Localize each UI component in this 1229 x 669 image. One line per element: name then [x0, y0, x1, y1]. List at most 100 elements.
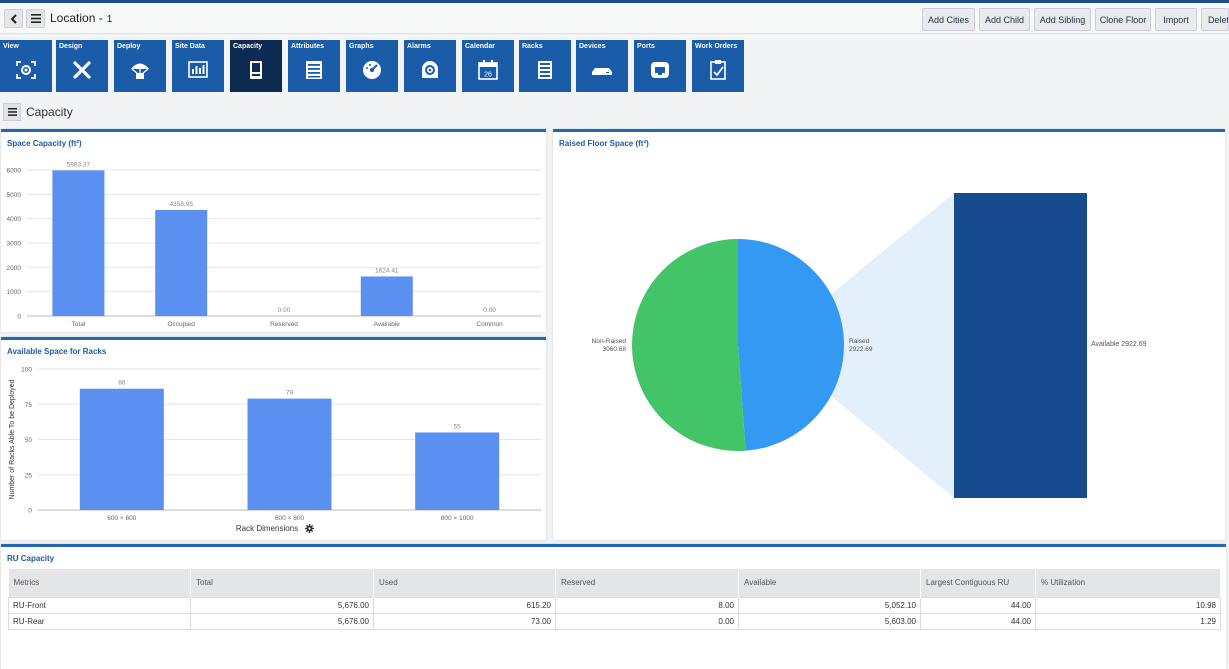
y-tick-label: 3000	[7, 241, 22, 248]
bar	[155, 209, 208, 316]
module-devices[interactable]: Devices	[576, 40, 628, 92]
module-racks[interactable]: Racks	[519, 40, 571, 92]
clone-floor-button[interactable]: Clone Floor	[1095, 8, 1151, 31]
menu-button[interactable]	[26, 9, 45, 28]
device-icon	[592, 68, 612, 75]
eye-icon	[16, 61, 36, 79]
module-view[interactable]: View	[0, 40, 52, 92]
chevron-left-icon	[10, 13, 17, 24]
module-label: Site Data	[175, 43, 205, 50]
bar-value-label: 79	[286, 390, 294, 397]
y-tick-label: 75	[25, 402, 33, 409]
module-label: Deploy	[117, 43, 141, 50]
back-button[interactable]	[4, 9, 23, 28]
calendar-day: 26	[484, 72, 492, 79]
bar	[360, 276, 413, 316]
table-cell: 73.00	[373, 612, 556, 630]
add-cities-button[interactable]: Add Cities	[922, 8, 975, 31]
module-label: Design	[59, 43, 83, 50]
x-tick-label: 600 × 800	[275, 515, 304, 522]
y-axis-label: Number of Racks Able To be Deployed	[9, 379, 16, 499]
module-calendar[interactable]: Calendar 26	[462, 40, 514, 92]
ru-capacity-panel: RU Capacity Metrics Total Used Reserved …	[1, 544, 1226, 669]
available-racks-panel: Available Space for Racks 0 25 50 75 100 86 60…	[1, 337, 546, 540]
y-tick-label: 2000	[7, 265, 22, 272]
table-cell: 5,676.00	[190, 596, 374, 614]
calendar-icon: 26	[478, 60, 498, 80]
y-tick-label: 1000	[7, 289, 22, 296]
bar	[52, 170, 105, 316]
section-menu-button[interactable]	[3, 103, 21, 121]
module-site-data[interactable]: Site Data	[172, 40, 224, 92]
add-child-button[interactable]: Add Child	[979, 8, 1030, 31]
module-capacity[interactable]: Capacity	[230, 40, 282, 92]
location-label: Location -	[50, 11, 103, 25]
module-deploy[interactable]: Deploy	[114, 40, 166, 92]
x-tick-label: Total	[72, 321, 86, 328]
module-label: Ports	[637, 43, 655, 50]
column-header[interactable]: % Utilization	[1035, 569, 1221, 597]
y-tick-label: 100	[21, 367, 32, 374]
bar	[247, 398, 332, 510]
parachute-icon	[131, 63, 149, 79]
table-cell: 1.29	[1035, 612, 1221, 630]
module-graphs[interactable]: Graphs	[346, 40, 398, 92]
table-cell: 615.20	[373, 596, 556, 614]
module-label: View	[3, 43, 19, 50]
panel-title: Available Space for Racks	[7, 347, 107, 356]
hamburger-icon	[7, 108, 17, 116]
slice-value-label: 2922.69	[849, 346, 873, 353]
table-cell: 5,676.00	[190, 612, 374, 630]
module-label: Racks	[522, 43, 543, 50]
port-icon	[651, 62, 669, 78]
y-tick-label: 6000	[7, 168, 22, 175]
table-cell: 44.00	[920, 596, 1036, 614]
module-attributes[interactable]: Attributes	[288, 40, 340, 92]
x-tick-label: Occupied	[167, 321, 195, 328]
module-alarms[interactable]: Alarms	[404, 40, 456, 92]
slice-name-label: Raised	[849, 338, 870, 345]
module-work-orders[interactable]: Work Orders	[692, 40, 744, 92]
space-capacity-chart: 0 1000 2000 3000 4000 5000 6000 5983.37 Total 435…	[7, 161, 541, 328]
bar-value-label: 0.00	[483, 307, 496, 314]
gauge-icon	[363, 61, 381, 79]
pie-slice	[738, 239, 844, 451]
pie-slice	[632, 239, 746, 451]
add-sibling-button[interactable]: Add Sibling	[1034, 8, 1091, 31]
site-data-icon	[188, 61, 208, 78]
column-header[interactable]: Metrics	[8, 569, 191, 597]
top-accent-bar	[0, 0, 1229, 3]
column-header[interactable]: Available	[738, 569, 921, 597]
location-title: Location -1	[50, 11, 112, 25]
table-cell: 10.98	[1035, 596, 1221, 614]
module-ports[interactable]: Ports	[634, 40, 686, 92]
column-header[interactable]: Largest Contiguous RU	[920, 569, 1036, 597]
module-label: Attributes	[291, 43, 325, 50]
x-tick-label: Available	[374, 321, 401, 328]
rack-icon	[538, 61, 552, 79]
column-header[interactable]: Reserved	[555, 569, 739, 597]
location-number: 1	[106, 14, 113, 25]
table-header-row: Metrics Total Used Reserved Available La…	[8, 569, 1221, 597]
delete-button[interactable]: Delete	[1201, 8, 1229, 31]
module-design[interactable]: Design	[56, 40, 108, 92]
panel-title: Space Capacity (ft²)	[7, 139, 82, 148]
table-cell: 8.00	[555, 596, 739, 614]
gear-icon[interactable]	[305, 524, 314, 533]
slice-value-label: 3060.68	[603, 346, 627, 353]
location-toolbar: Location -1 Add Cities Add Child Add Sib…	[0, 3, 1229, 34]
column-header[interactable]: Used	[373, 569, 556, 597]
table-row: RU-Front 5,676.00 615.20 8.00 5,052.10 4…	[8, 596, 1221, 614]
module-label: Alarms	[407, 43, 431, 50]
table-cell: 0.00	[555, 612, 739, 630]
bar-value-label: 55	[454, 423, 462, 430]
space-capacity-panel: Space Capacity (ft²) 0 1000 2000 3000 4000 50…	[1, 129, 546, 332]
hamburger-icon	[30, 14, 41, 23]
table-row: RU-Rear 5,676.00 73.00 0.00 5,603.00 44.…	[8, 612, 1221, 630]
column-header[interactable]: Total	[190, 569, 374, 597]
y-tick-label: 25	[25, 472, 33, 479]
import-button[interactable]: Import	[1155, 8, 1197, 31]
x-tick-label: 600 × 600	[107, 515, 136, 522]
bar	[79, 388, 164, 510]
